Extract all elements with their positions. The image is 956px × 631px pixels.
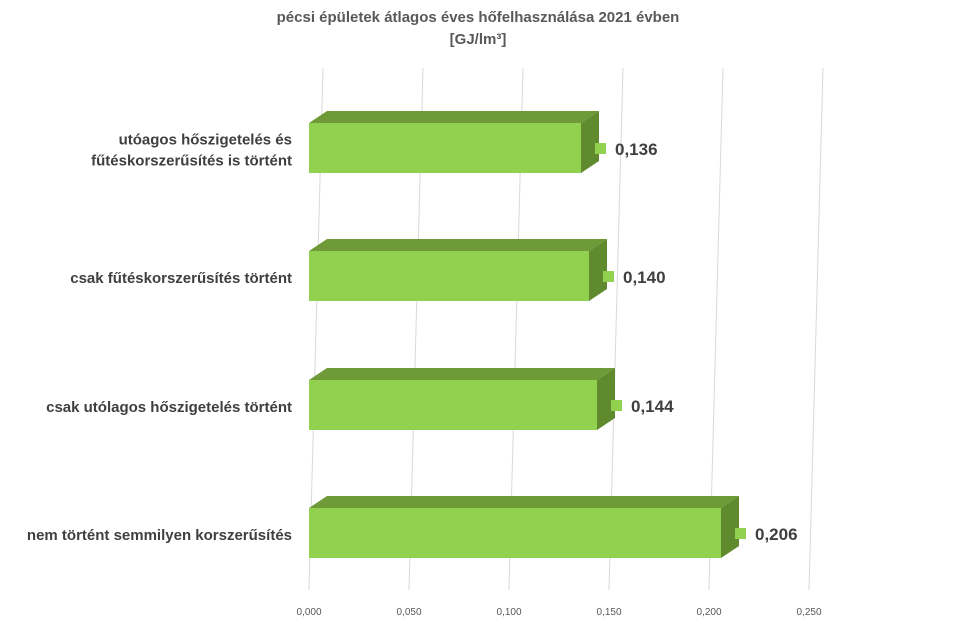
bar xyxy=(309,380,597,430)
gridline xyxy=(808,67,824,591)
chart-title: pécsi épületek átlagos éves hőfelhasznál… xyxy=(277,9,680,26)
bar-top-face xyxy=(309,496,739,508)
bar-side-face xyxy=(597,368,615,430)
data-label: 0,206 xyxy=(755,525,798,544)
x-tick-label: 0,250 xyxy=(796,607,821,618)
x-tick-label: 0,050 xyxy=(396,607,421,618)
category-label: utóagos hőszigetelés és xyxy=(119,132,292,149)
x-tick-label: 0,100 xyxy=(496,607,521,618)
x-tick-label: 0,000 xyxy=(296,607,321,618)
x-tick-label: 0,150 xyxy=(596,607,621,618)
bar-group: 0,206 xyxy=(309,496,798,558)
bar-group: 0,144 xyxy=(309,368,674,430)
bar-side-face xyxy=(721,496,739,558)
data-label: 0,144 xyxy=(631,397,674,416)
bar-group: 0,140 xyxy=(309,239,666,301)
bar-side-face xyxy=(589,239,607,301)
chart-subtitle: [GJ/lm³] xyxy=(450,31,507,48)
data-label: 0,140 xyxy=(623,268,666,287)
data-label-marker xyxy=(595,143,606,154)
data-label-marker xyxy=(611,400,622,411)
category-label: csak fűtéskorszerűsítés történt xyxy=(70,270,292,287)
data-label: 0,136 xyxy=(615,140,658,159)
bar xyxy=(309,251,589,301)
x-axis-ticks: 0,000 0,050 0,100 0,150 0,200 0,250 xyxy=(296,607,821,618)
bar xyxy=(309,508,721,558)
bar xyxy=(309,123,581,173)
x-tick-label: 0,200 xyxy=(696,607,721,618)
category-label: fűtéskorszerűsítés is történt xyxy=(91,153,292,170)
category-label: nem történt semmilyen korszerűsítés xyxy=(27,527,292,544)
bar-top-face xyxy=(309,239,607,251)
bar-top-face xyxy=(309,111,599,123)
data-label-marker xyxy=(735,528,746,539)
bar-group: 0,136 xyxy=(309,111,658,173)
data-label-marker xyxy=(603,271,614,282)
bar-top-face xyxy=(309,368,615,380)
bar-side-face xyxy=(581,111,599,173)
category-label: csak utólagos hőszigetelés történt xyxy=(46,399,292,416)
bars: 0,136 utóagos hőszigetelés és fűtéskorszer… xyxy=(27,111,798,558)
